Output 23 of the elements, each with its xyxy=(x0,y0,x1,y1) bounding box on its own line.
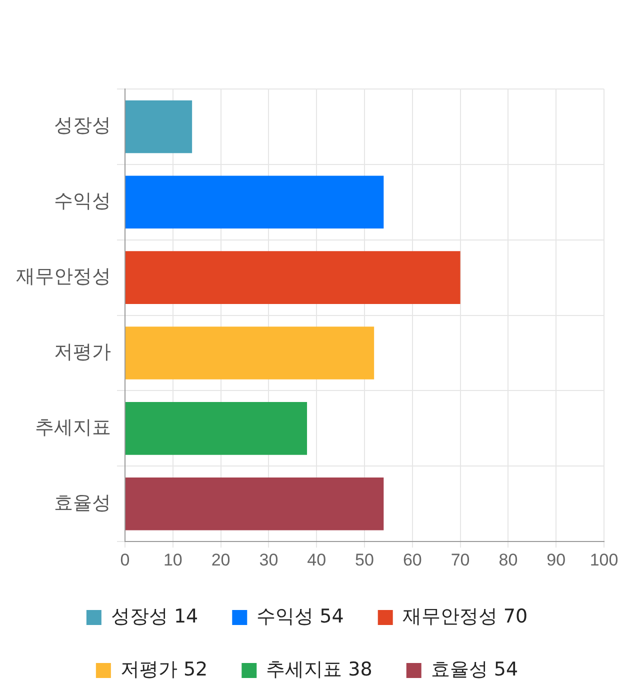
x-tick-label: 60 xyxy=(402,550,422,570)
legend-label: 효율성 54 xyxy=(430,658,518,680)
x-tick-label: 80 xyxy=(498,550,518,570)
x-tick-label: 30 xyxy=(259,550,278,570)
x-tick-label: 10 xyxy=(163,550,182,570)
x-tick-label: 70 xyxy=(450,550,470,570)
x-tick-label: 50 xyxy=(355,550,374,570)
y-tick-label: 재무안정성 xyxy=(16,266,111,288)
legend-label: 수익성 54 xyxy=(256,605,344,628)
x-tick-label: 90 xyxy=(546,550,566,570)
x-tick-label: 100 xyxy=(590,550,618,570)
x-tick-label: 40 xyxy=(307,550,326,570)
y-tick-label: 성장성 xyxy=(54,114,111,137)
y-tick-label: 수익성 xyxy=(54,190,111,212)
y-tick-label: 저평가 xyxy=(54,340,111,363)
y-tick-label: 추세지표 xyxy=(35,416,111,438)
legend-label: 추세지표 38 xyxy=(266,658,372,680)
x-tick-label: 20 xyxy=(211,550,230,570)
legend-label: 저평가 52 xyxy=(120,658,208,680)
legend-label: 재무안정성 70 xyxy=(402,605,528,628)
x-tick-label: 0 xyxy=(120,550,130,570)
legend-label: 성장성 14 xyxy=(110,605,198,628)
y-tick-label: 효율성 xyxy=(54,492,111,514)
